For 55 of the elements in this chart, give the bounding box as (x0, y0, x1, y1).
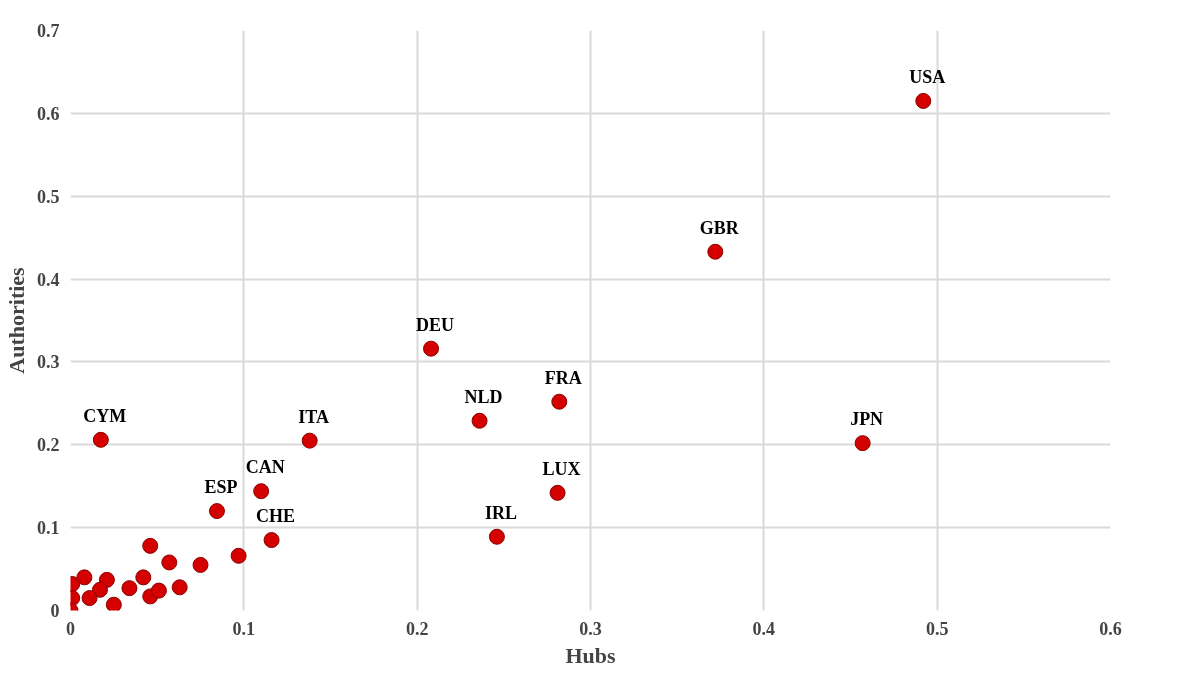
x-tick-label: 0 (66, 618, 75, 639)
point (105, 596, 122, 611)
y-tick-label: 0.6 (37, 103, 60, 124)
x-tick-label: 0.3 (579, 618, 602, 639)
x-tick-label: 0.4 (752, 618, 776, 639)
y-tick-label: 0.7 (37, 21, 60, 41)
point (171, 579, 188, 596)
point (150, 582, 167, 599)
point (471, 412, 488, 429)
point (91, 581, 108, 598)
point (81, 590, 98, 607)
point (142, 537, 159, 554)
annotation: ESP (204, 477, 238, 498)
point (915, 92, 932, 109)
y-tick-label: 0 (50, 601, 60, 621)
point (121, 580, 138, 597)
point (549, 484, 566, 501)
y-tick-label: 0.4 (37, 269, 60, 290)
x-tick-label: 0.1 (232, 618, 256, 639)
point (488, 528, 505, 545)
x-tick-label: 0.6 (1099, 618, 1122, 639)
x-tick-label: 0.5 (925, 618, 949, 639)
annotation: CAN (245, 457, 285, 478)
point (208, 503, 225, 520)
point (423, 340, 440, 357)
annotation: CHE (256, 506, 296, 527)
annotation: FRA (544, 367, 582, 388)
point (192, 556, 209, 573)
point (161, 554, 178, 571)
annotation: LUX (542, 458, 581, 479)
point (551, 393, 568, 410)
annotation: GBR (699, 217, 740, 238)
y-tick-label: 0.5 (37, 186, 60, 207)
point (301, 432, 318, 449)
y-tick-label: 0.3 (37, 352, 60, 373)
x-tick-label: 0.2 (405, 618, 429, 639)
point (253, 483, 270, 500)
y-axis-title: Authorities (4, 266, 29, 374)
annotation: IRL (484, 502, 517, 523)
annotation: NLD (464, 386, 503, 407)
point (263, 532, 280, 549)
annotation: JPN (850, 409, 884, 430)
y-tick-label: 0.2 (37, 435, 60, 456)
annotation: DEU (416, 314, 455, 335)
annotation: USA (909, 66, 946, 87)
point (76, 569, 93, 586)
y-tick-label: 0.1 (37, 518, 60, 539)
point (854, 435, 871, 452)
x-axis-title: Hubs (565, 642, 617, 668)
point (135, 569, 152, 586)
point (230, 547, 247, 564)
annotation: ITA (298, 406, 330, 427)
annotation: CYM (83, 405, 127, 426)
point (92, 431, 109, 448)
point (707, 243, 724, 260)
